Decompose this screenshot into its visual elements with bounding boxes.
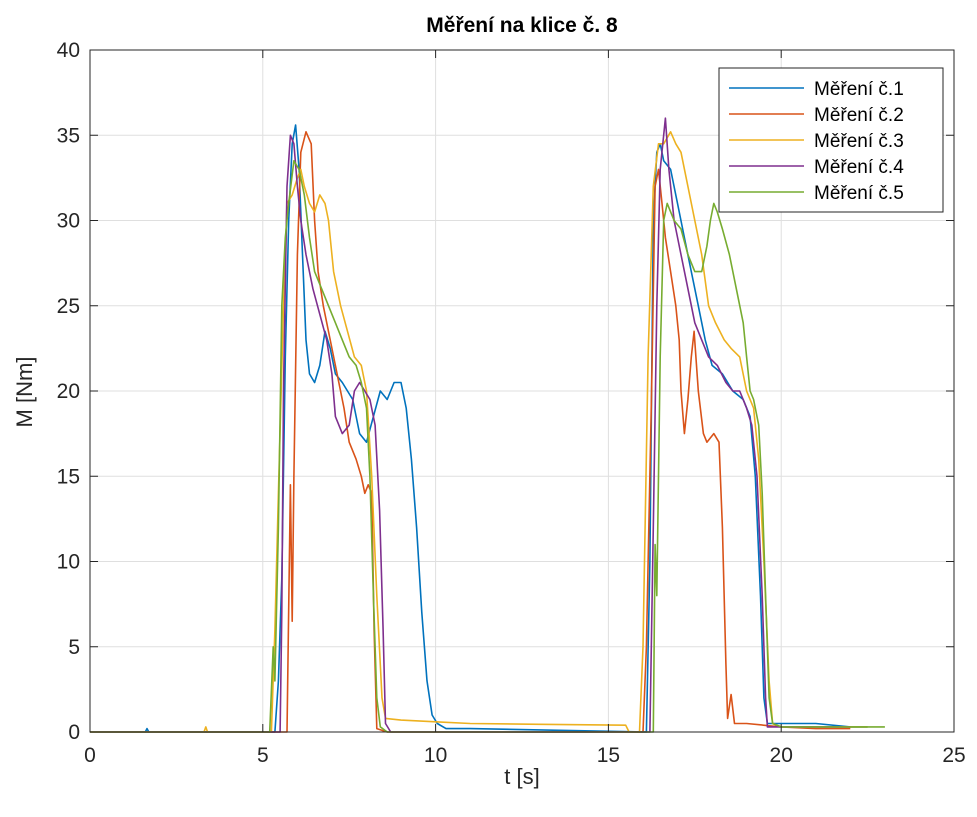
y-tick-label: 15 [57,465,80,488]
y-tick-label: 40 [57,39,80,62]
legend-label-5: Měření č.5 [814,183,904,204]
y-tick-label: 0 [68,721,80,744]
x-tick-label: 0 [84,744,96,767]
y-tick-label: 5 [68,636,80,659]
x-tick-label: 5 [257,744,269,767]
y-tick-label: 30 [57,210,80,233]
legend-label-3: Měření č.3 [814,131,904,152]
x-tick-label: 15 [597,744,620,767]
y-tick-label: 20 [57,380,80,403]
chart-title: Měření na klice č. 8 [426,14,618,37]
legend: Měření č.1 Měření č.2 Měření č.3 Měření č.4… [718,67,944,213]
series-line-4 [90,117,851,733]
y-axis-label: M [Nm] [12,357,37,428]
legend-label-1: Měření č.1 [814,79,904,100]
series-line-1 [90,124,868,733]
series-lines [90,117,885,733]
y-tick-label: 25 [57,295,80,318]
x-tick-label: 25 [942,744,965,767]
grid [90,50,954,732]
series-line-5 [90,160,885,733]
legend-label-4: Měření č.4 [814,157,904,178]
x-axis-label: t [s] [504,764,539,789]
y-tick-label: 35 [57,124,80,147]
y-tick-label: 10 [57,551,80,574]
x-tick-label: 20 [770,744,793,767]
x-tick-label: 10 [424,744,447,767]
legend-label-2: Měření č.2 [814,105,904,126]
axis-ticks: 0 5 10 15 20 25 0 5 10 15 20 25 30 35 40 [57,39,966,767]
series-line-2 [90,131,851,733]
